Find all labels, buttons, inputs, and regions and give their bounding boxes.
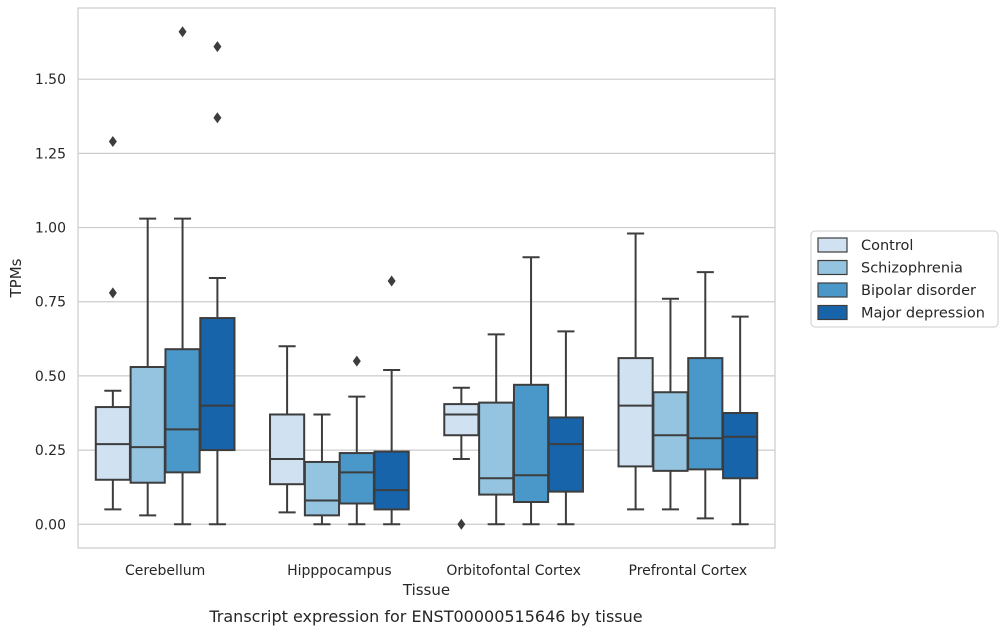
legend-swatch <box>817 282 848 298</box>
iqr-box <box>547 416 584 493</box>
y-tick-label: 0.50 <box>35 369 66 385</box>
iqr-box <box>512 383 550 504</box>
y-tick-label: 0.00 <box>35 517 66 533</box>
y-axis-label: TPMs <box>7 258 25 298</box>
outlier-point <box>352 355 361 367</box>
legend-label: Bipolar disorder <box>861 283 976 299</box>
iqr-box <box>478 401 515 496</box>
iqr-box <box>652 391 689 472</box>
iqr-box <box>269 413 306 486</box>
box-major-depression <box>722 315 759 526</box>
legend-label: Control <box>861 238 913 254</box>
boxes <box>94 26 759 530</box>
box-control <box>443 386 480 530</box>
iqr-box <box>617 357 654 468</box>
box-major-depression <box>547 330 584 526</box>
x-tick-labels: Cerebellum Hipppocampus Orbitofontal Corte… <box>125 563 747 579</box>
outlier-point <box>108 136 117 148</box>
outlier-point <box>457 518 466 530</box>
outlier-point <box>213 41 222 53</box>
y-tick-label: 1.25 <box>35 146 66 162</box>
y-tick-label: 1.50 <box>35 72 66 88</box>
outlier-point <box>108 287 117 299</box>
y-tick-labels: 0.00 0.25 0.50 0.75 1.00 1.25 1.50 <box>35 72 66 533</box>
iqr-box <box>443 403 480 437</box>
legend-swatch <box>817 237 848 253</box>
iqr-box <box>199 317 236 452</box>
box-control <box>94 136 131 511</box>
box-major-depression <box>373 275 410 526</box>
iqr-box <box>687 357 724 471</box>
box-schizophrenia <box>478 333 515 526</box>
legend-label: Schizophrenia <box>861 261 963 277</box>
y-tick-label: 1.00 <box>35 221 66 237</box>
box-control <box>617 232 654 511</box>
legend-frame <box>810 230 999 328</box>
box-schizophrenia <box>129 217 166 517</box>
outlier-point <box>178 26 187 38</box>
x-tick-label: Hipppocampus <box>287 563 392 579</box>
box-schizophrenia <box>303 413 341 526</box>
iqr-box <box>373 450 410 511</box>
box-bipolar-disorder <box>512 256 550 526</box>
box-bipolar-disorder <box>338 355 375 526</box>
outlier-point <box>387 275 396 287</box>
box-bipolar-disorder <box>164 26 201 526</box>
legend: Control Schizophrenia Bipolar disorder Majo… <box>810 230 999 328</box>
iqr-box <box>129 366 166 484</box>
legend-swatch <box>817 304 848 321</box>
x-tick-label: Orbitofontal Cortex <box>446 563 581 579</box>
plot-frame <box>77 7 776 549</box>
box-major-depression <box>199 41 236 526</box>
x-tick-label: Prefrontal Cortex <box>629 563 748 579</box>
iqr-box <box>303 460 341 517</box>
iqr-box <box>722 412 759 480</box>
x-tick-label: Cerebellum <box>125 563 205 579</box>
outlier-point <box>213 112 222 124</box>
x-axis-label: Tissue <box>402 581 450 599</box>
legend-swatch <box>817 259 848 276</box>
y-tick-label: 0.75 <box>35 295 66 311</box>
legend-label: Major depression <box>861 306 985 322</box>
chart-caption: Transcript expression for ENST0000051564… <box>208 607 642 626</box>
box-schizophrenia <box>652 297 689 511</box>
box-control <box>269 345 306 514</box>
iqr-box <box>338 452 375 505</box>
y-tick-label: 0.25 <box>35 443 66 459</box>
box-bipolar-disorder <box>687 271 724 520</box>
iqr-box <box>164 348 201 474</box>
